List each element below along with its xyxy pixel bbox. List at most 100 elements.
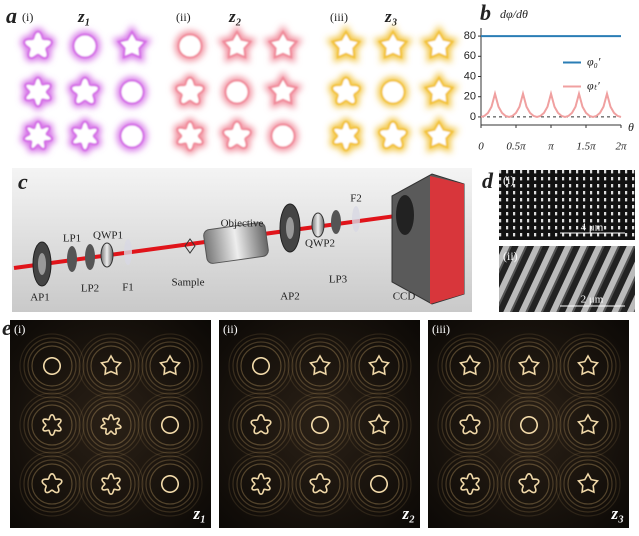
diffraction-ring: [31, 404, 73, 446]
x-tick-label: π: [548, 141, 554, 153]
beam-shape: [70, 76, 100, 106]
intensity-image: [10, 320, 211, 528]
diffraction-ring: [287, 451, 353, 517]
intensity-shape: [250, 413, 272, 435]
x-tick-label: 0.5π: [506, 141, 526, 153]
beam-shape: [221, 29, 253, 59]
y-tick-label: 0: [470, 111, 476, 123]
diffraction-ring: [236, 341, 286, 391]
diffraction-ring: [567, 345, 609, 387]
diffraction-ring: [19, 451, 85, 517]
diffraction-ring: [23, 455, 81, 513]
diffraction-ring: [445, 400, 495, 450]
beam-shape: [72, 33, 98, 59]
filter: [352, 206, 360, 232]
diffraction-ring: [232, 455, 290, 513]
diffraction-ring: [23, 337, 81, 395]
diffraction-ring: [299, 345, 341, 387]
z-label: z₁: [192, 504, 206, 523]
diffraction-ring: [291, 455, 349, 513]
diffraction-ring: [236, 400, 286, 450]
diffraction-ring: [508, 404, 550, 446]
intensity-shape: [158, 354, 182, 376]
diffraction-ring: [240, 463, 282, 505]
diffraction-ring: [449, 404, 491, 446]
diffraction-ring: [145, 459, 195, 509]
polarizer: [85, 244, 95, 270]
beam-shape: [23, 120, 53, 150]
diffraction-ring: [500, 337, 558, 395]
diffraction-ring: [228, 392, 294, 458]
diffraction-ring: [240, 404, 282, 446]
component-label: Sample: [172, 277, 205, 289]
diffraction-ring: [350, 337, 408, 395]
intensity-shape: [43, 357, 61, 375]
diffraction-ring: [141, 455, 199, 513]
diffraction-ring: [299, 463, 341, 505]
diffraction-ring: [449, 463, 491, 505]
intensity-shape: [459, 413, 481, 435]
intensity-shape: [460, 472, 480, 496]
y-axis-label: dφ/dθ: [500, 7, 528, 21]
intensity-shape: [161, 416, 179, 434]
diffraction-ring: [437, 392, 503, 458]
diffraction-ring: [445, 459, 495, 509]
diffraction-ring: [496, 333, 562, 399]
intensity-shape: [576, 472, 600, 494]
subpanel-label: (ii): [503, 249, 518, 263]
component-label: Objective: [221, 218, 264, 230]
component-label: LP1: [63, 233, 81, 245]
intensity-shape: [309, 472, 331, 494]
intensity-shape: [161, 475, 179, 493]
beam-shape: [23, 30, 53, 60]
diffraction-ring: [78, 451, 144, 517]
diffraction-ring: [496, 451, 562, 517]
diffraction-ring: [137, 392, 203, 458]
diffraction-ring: [504, 400, 554, 450]
sem-image: [499, 246, 635, 312]
sem-image: [499, 170, 635, 240]
diffraction-ring: [496, 392, 562, 458]
x-tick-label: 2π: [615, 141, 627, 153]
intensity-shape: [518, 472, 540, 494]
diffraction-ring: [82, 337, 140, 395]
component-label: QWP1: [93, 230, 123, 242]
diffraction-ring: [350, 455, 408, 513]
diffraction-ring: [232, 396, 290, 454]
diffraction-ring: [559, 455, 617, 513]
diffraction-ring: [137, 451, 203, 517]
diffraction-ring: [90, 463, 132, 505]
intensity-shape: [370, 475, 388, 493]
diffraction-ring: [441, 396, 499, 454]
diffraction-ring: [555, 451, 621, 517]
beam-shape: [222, 120, 252, 150]
diffraction-ring: [508, 345, 550, 387]
beam-shape: [377, 29, 409, 59]
x-tick-label: 1.5π: [576, 141, 596, 153]
polarizer: [67, 246, 77, 272]
diffraction-ring: [445, 341, 495, 391]
diffraction-ring: [508, 463, 550, 505]
diffraction-ring: [287, 392, 353, 458]
waveplate: [100, 242, 114, 268]
diffraction-ring: [78, 392, 144, 458]
diffraction-ring: [240, 345, 282, 387]
z-label: z₃: [384, 7, 398, 26]
diffraction-ring: [19, 392, 85, 458]
diffraction-ring: [19, 333, 85, 399]
diffraction-ring: [145, 341, 195, 391]
diffraction-ring: [228, 451, 294, 517]
diffraction-ring: [346, 392, 412, 458]
subpanel-label: (i): [503, 173, 514, 187]
panel-label: b: [480, 0, 491, 25]
beam-shape: [71, 120, 99, 152]
diffraction-ring: [354, 459, 404, 509]
beam-shape: [270, 123, 296, 149]
diffraction-ring: [504, 341, 554, 391]
y-tick-label: 40: [464, 70, 476, 82]
component-label: F2: [350, 193, 362, 205]
diffraction-ring: [90, 345, 132, 387]
waveplate: [311, 212, 325, 238]
scale-bar-label: 4 μm: [581, 222, 604, 234]
